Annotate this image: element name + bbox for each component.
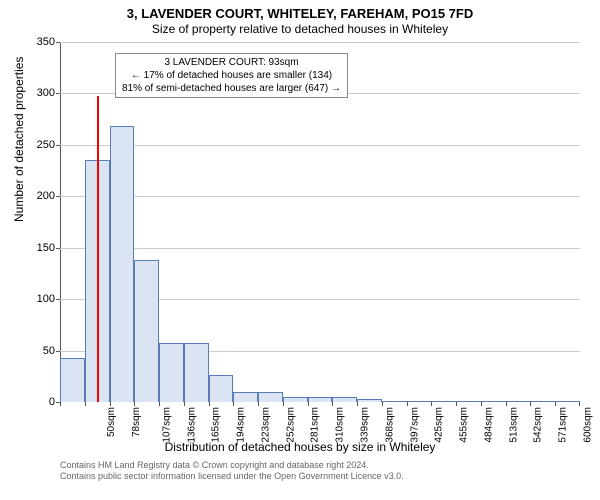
histogram-bar	[308, 397, 333, 402]
footer-line2: Contains public sector information licen…	[60, 471, 404, 482]
histogram-bar	[233, 392, 258, 402]
histogram-bar	[555, 401, 580, 402]
x-tick-label: 455sqm	[459, 407, 470, 443]
x-tick-label: 78sqm	[131, 407, 142, 437]
histogram-bar	[184, 343, 209, 402]
histogram-bar	[506, 401, 531, 402]
footer-attribution: Contains HM Land Registry data © Crown c…	[60, 460, 404, 482]
annotation-line2: ← 17% of detached houses are smaller (13…	[122, 69, 341, 82]
y-tick	[56, 196, 60, 197]
x-tick-label: 281sqm	[310, 407, 321, 443]
y-tick	[56, 93, 60, 94]
footer-line1: Contains HM Land Registry data © Crown c…	[60, 460, 404, 471]
histogram-bar	[431, 401, 456, 402]
x-tick-label: 310sqm	[335, 407, 346, 443]
chart-title: 3, LAVENDER COURT, WHITELEY, FAREHAM, PO…	[0, 6, 600, 21]
x-tick-label: 339sqm	[360, 407, 371, 443]
x-tick	[85, 402, 86, 406]
x-tick-label: 571sqm	[558, 407, 569, 443]
x-tick-label: 50sqm	[106, 407, 117, 437]
x-tick	[159, 402, 160, 406]
x-tick-label: 600sqm	[582, 407, 593, 443]
y-tick-label: 50	[15, 345, 55, 357]
x-tick	[456, 402, 457, 406]
histogram-bar	[60, 358, 85, 402]
histogram-bar	[456, 401, 481, 402]
histogram-bar	[258, 392, 283, 402]
grid-line	[60, 42, 580, 43]
grid-line	[60, 248, 580, 249]
y-tick	[56, 42, 60, 43]
x-tick	[481, 402, 482, 406]
x-tick-label: 542sqm	[533, 407, 544, 443]
y-axis-line	[60, 42, 61, 402]
y-tick	[56, 299, 60, 300]
x-tick	[110, 402, 111, 406]
x-tick-label: 513sqm	[508, 407, 519, 443]
x-tick	[506, 402, 507, 406]
x-tick	[60, 402, 61, 406]
y-tick-label: 150	[15, 242, 55, 254]
x-tick-label: 165sqm	[211, 407, 222, 443]
y-tick	[56, 248, 60, 249]
chart-subtitle: Size of property relative to detached ho…	[0, 22, 600, 36]
histogram-bar	[382, 401, 407, 402]
grid-line	[60, 196, 580, 197]
x-tick-label: 136sqm	[186, 407, 197, 443]
x-tick	[382, 402, 383, 406]
x-tick	[530, 402, 531, 406]
y-tick-label: 250	[15, 139, 55, 151]
grid-line	[60, 145, 580, 146]
x-tick	[332, 402, 333, 406]
histogram-bar	[357, 399, 382, 402]
property-marker-line	[97, 96, 99, 402]
y-tick	[56, 145, 60, 146]
y-tick-label: 100	[15, 293, 55, 305]
histogram-bar	[134, 260, 159, 402]
x-tick-label: 368sqm	[384, 407, 395, 443]
histogram-chart: 3, LAVENDER COURT, WHITELEY, FAREHAM, PO…	[0, 0, 600, 500]
histogram-bar	[209, 375, 234, 402]
histogram-bar	[283, 397, 308, 402]
x-tick-label: 194sqm	[236, 407, 247, 443]
y-tick-label: 200	[15, 190, 55, 202]
y-tick-label: 0	[15, 396, 55, 408]
x-tick-label: 252sqm	[285, 407, 296, 443]
histogram-bar	[481, 401, 506, 402]
x-tick-label: 107sqm	[161, 407, 172, 443]
x-tick	[357, 402, 358, 406]
x-tick	[431, 402, 432, 406]
x-tick	[579, 402, 580, 406]
x-tick	[184, 402, 185, 406]
annotation-line1: 3 LAVENDER COURT: 93sqm	[122, 56, 341, 69]
x-tick	[209, 402, 210, 406]
histogram-bar	[159, 343, 184, 402]
annotation-line3: 81% of semi-detached houses are larger (…	[122, 82, 341, 95]
y-tick	[56, 351, 60, 352]
x-tick-label: 223sqm	[261, 407, 272, 443]
x-tick	[407, 402, 408, 406]
x-tick-label: 484sqm	[483, 407, 494, 443]
x-tick	[134, 402, 135, 406]
histogram-bar	[530, 401, 555, 402]
x-tick	[283, 402, 284, 406]
histogram-bar	[110, 126, 135, 402]
histogram-bar	[332, 397, 357, 402]
y-tick-label: 300	[15, 87, 55, 99]
x-tick	[555, 402, 556, 406]
y-tick-label: 350	[15, 36, 55, 48]
histogram-bar	[407, 401, 432, 402]
x-tick-label: 425sqm	[434, 407, 445, 443]
x-tick	[233, 402, 234, 406]
x-tick	[308, 402, 309, 406]
x-tick	[258, 402, 259, 406]
x-tick-label: 397sqm	[409, 407, 420, 443]
annotation-box: 3 LAVENDER COURT: 93sqm ← 17% of detache…	[115, 53, 348, 98]
